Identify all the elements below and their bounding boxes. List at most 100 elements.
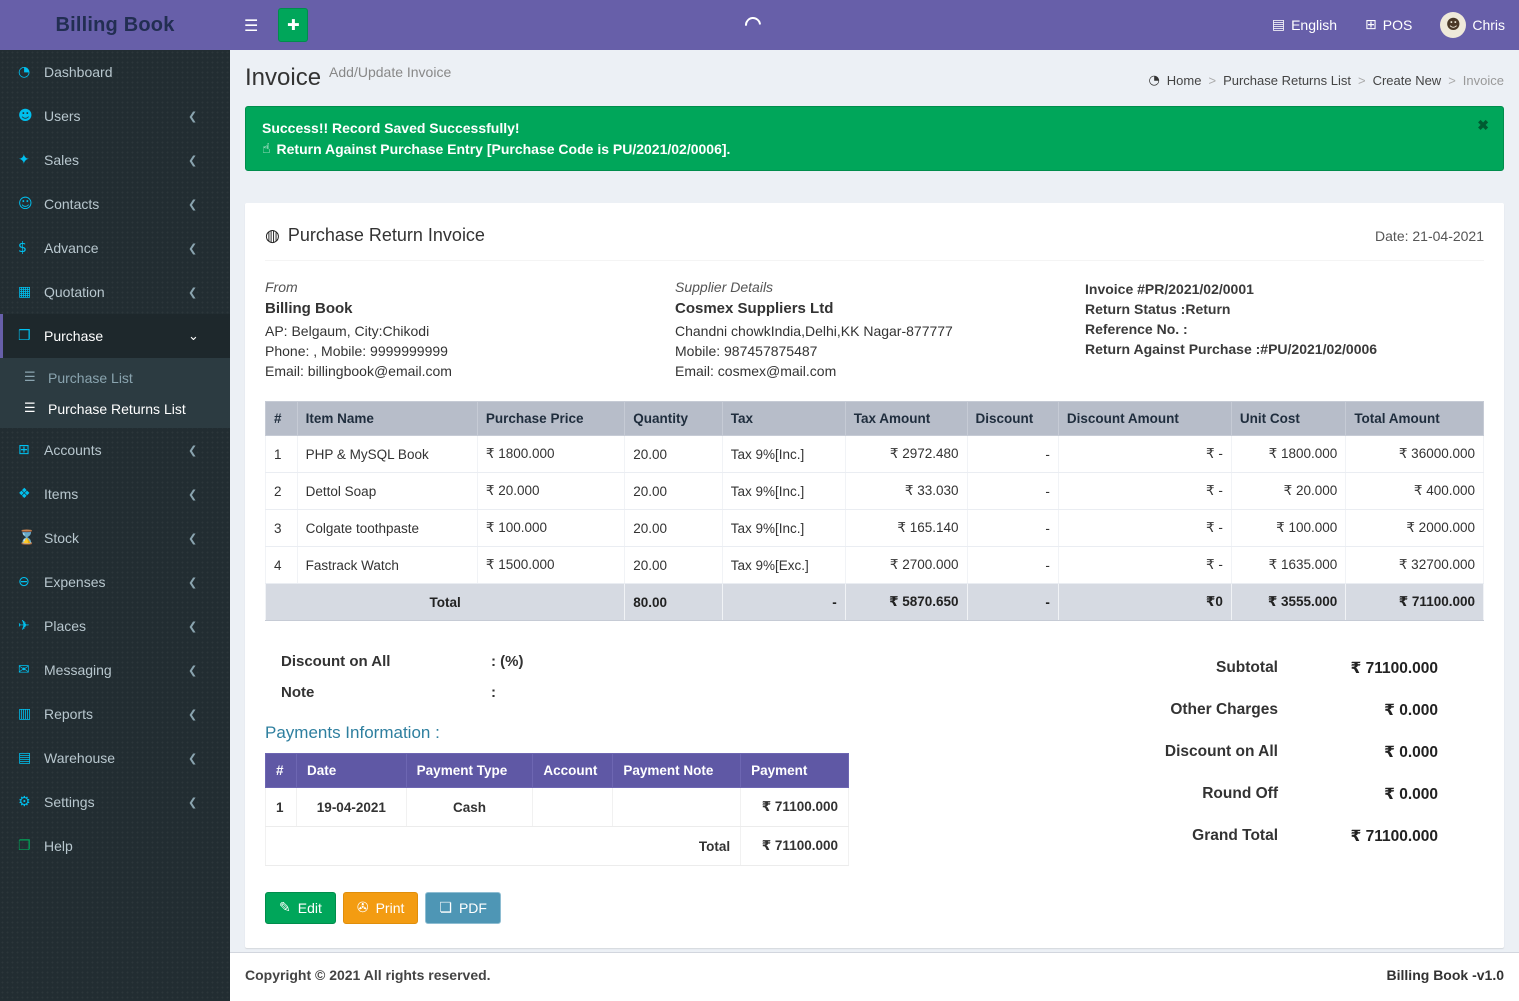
sidebar-item-label: Expenses <box>44 574 188 590</box>
chevron-left-icon: ❮ <box>188 488 214 501</box>
total-label: Total <box>266 584 625 621</box>
language-menu[interactable]: ▤ English <box>1258 0 1351 50</box>
plus-icon: ✚ <box>287 16 300 34</box>
sidebar-item-label: Settings <box>44 794 188 810</box>
pos-button[interactable]: ⊞ POS <box>1351 0 1426 50</box>
summary-other-charges: Other Charges ₹ 0.000 <box>1014 701 1438 720</box>
building-icon: ▤ <box>18 750 44 766</box>
breadcrumb-separator: > <box>1358 73 1366 88</box>
supplier-name: Cosmex Suppliers Ltd <box>675 300 1085 317</box>
pay-cell-account <box>533 788 613 827</box>
total-unit-cost: ₹ 3555.000 <box>1231 584 1345 621</box>
sidebar-item-stock[interactable]: ⌛ Stock ❮ <box>0 516 230 560</box>
printer-icon: ✇ <box>357 900 369 916</box>
chevron-down-icon: ⌄ <box>188 329 214 344</box>
sidebar-item-label: Contacts <box>44 196 188 212</box>
sidebar-item-sales[interactable]: ✦ Sales ❮ <box>0 138 230 182</box>
pay-col-sn: # <box>266 754 297 788</box>
summary-value: ₹ 0.000 <box>1278 785 1438 804</box>
discount-on-all-row: Discount on All : (%) <box>281 653 1014 670</box>
user-name: Chris <box>1472 17 1505 33</box>
payments-header-row: # Date Payment Type Account Payment Note… <box>266 754 849 788</box>
sidebar-item-purchase-list[interactable]: ☰ Purchase List <box>0 362 230 393</box>
chevron-left-icon: ❮ <box>188 576 214 589</box>
cell-tax: Tax 9%[Exc.] <box>722 547 845 584</box>
items-total-row: Total 80.00 - ₹ 5870.650 - ₹0 ₹ 3555.000… <box>266 584 1484 621</box>
col-discount: Discount <box>967 402 1058 436</box>
supplier-address: Chandni chowkIndia,Delhi,KK Nagar-877777 <box>675 321 1085 341</box>
col-tax-amount: Tax Amount <box>845 402 967 436</box>
pdf-button[interactable]: ❏ PDF <box>425 892 501 924</box>
chevron-left-icon: ❮ <box>188 796 214 809</box>
cell-sn: 2 <box>266 473 298 510</box>
cell-tax-amount: ₹ 165.140 <box>845 510 967 547</box>
gear-icon: ⚙ <box>18 794 44 810</box>
supplier-mobile: Mobile: 987457875487 <box>675 341 1085 361</box>
cell-discount-amount: ₹ - <box>1058 510 1231 547</box>
sidebar-item-reports[interactable]: ▥ Reports ❮ <box>0 692 230 736</box>
chevron-left-icon: ❮ <box>188 198 214 211</box>
sidebar-item-contacts[interactable]: ☺ Contacts ❮ <box>0 182 230 226</box>
pay-cell-note <box>613 788 741 827</box>
cell-discount-amount: ₹ - <box>1058 473 1231 510</box>
cell-discount: - <box>967 547 1058 584</box>
users-icon: ☻ <box>18 108 44 124</box>
sidebar-item-settings[interactable]: ⚙ Settings ❮ <box>0 780 230 824</box>
calendar-icon: ▦ <box>18 284 44 300</box>
sidebar-item-dashboard[interactable]: ◔ Dashboard <box>0 50 230 94</box>
invoice-title-text: Purchase Return Invoice <box>288 225 485 246</box>
breadcrumb-separator: > <box>1448 73 1456 88</box>
dollar-icon: $ <box>18 240 44 256</box>
user-menu[interactable]: ☻ Chris <box>1426 0 1519 50</box>
breadcrumb-home[interactable]: Home <box>1167 73 1202 88</box>
payments-total-row: Total ₹ 71100.000 <box>266 827 849 866</box>
edit-button[interactable]: ✎ Edit <box>265 892 336 924</box>
pencil-icon: ✎ <box>279 900 291 916</box>
file-pdf-icon: ❏ <box>439 900 452 916</box>
total-discount: - <box>967 584 1058 621</box>
quick-add-button[interactable]: ✚ <box>278 8 308 42</box>
thumbs-up-icon: ☝ <box>262 141 271 157</box>
col-total-amount: Total Amount <box>1346 402 1484 436</box>
close-icon[interactable]: ✖ <box>1477 117 1489 134</box>
sidebar-toggle-button[interactable]: ☰ <box>230 0 272 50</box>
note-value: : <box>491 684 496 701</box>
breadcrumb-purchase-returns-list[interactable]: Purchase Returns List <box>1223 73 1351 88</box>
cell-discount-amount: ₹ - <box>1058 547 1231 584</box>
cell-unit-cost: ₹ 1800.000 <box>1231 436 1345 473</box>
supplier-email: Email: cosmex@mail.com <box>675 361 1085 381</box>
sidebar-item-users[interactable]: ☻ Users ❮ <box>0 94 230 138</box>
cell-sn: 3 <box>266 510 298 547</box>
sidebar-item-label: Items <box>44 486 188 502</box>
print-button[interactable]: ✇ Print <box>343 892 419 924</box>
print-button-label: Print <box>376 900 405 916</box>
cell-item-name: Colgate toothpaste <box>297 510 477 547</box>
cell-sn: 1 <box>266 436 298 473</box>
sidebar-item-label: Accounts <box>44 442 188 458</box>
sidebar-item-quotation[interactable]: ▦ Quotation ❮ <box>0 270 230 314</box>
grid-icon: ⊞ <box>18 442 44 458</box>
sidebar-item-purchase-returns-list[interactable]: ☰ Purchase Returns List <box>0 393 230 424</box>
cell-price: ₹ 20.000 <box>477 473 624 510</box>
language-book-icon: ▤ <box>1272 17 1285 33</box>
sidebar-item-purchase[interactable]: ❒ Purchase ⌄ <box>0 314 230 358</box>
sidebar-item-advance[interactable]: $ Advance ❮ <box>0 226 230 270</box>
cell-tax: Tax 9%[Inc.] <box>722 436 845 473</box>
sidebar: ◔ Dashboard ☻ Users ❮ ✦ Sales ❮ ☺ Contac… <box>0 50 230 1001</box>
sidebar-item-help[interactable]: ❐ Help <box>0 824 230 868</box>
sidebar-item-warehouse[interactable]: ▤ Warehouse ❮ <box>0 736 230 780</box>
breadcrumb-create-new[interactable]: Create New <box>1373 73 1442 88</box>
pay-cell-amount: ₹ 71100.000 <box>741 788 849 827</box>
contacts-icon: ☺ <box>18 196 44 212</box>
brand-logo[interactable]: Billing Book <box>0 0 230 50</box>
chevron-left-icon: ❮ <box>188 286 214 299</box>
sidebar-item-messaging[interactable]: ✉ Messaging ❮ <box>0 648 230 692</box>
sidebar-item-places[interactable]: ✈ Places ❮ <box>0 604 230 648</box>
sidebar-item-accounts[interactable]: ⊞ Accounts ❮ <box>0 428 230 472</box>
sidebar-item-expenses[interactable]: ⊖ Expenses ❮ <box>0 560 230 604</box>
items-table: # Item Name Purchase Price Quantity Tax … <box>265 401 1484 621</box>
from-address: AP: Belgaum, City:Chikodi <box>265 321 675 341</box>
col-unit-cost: Unit Cost <box>1231 402 1345 436</box>
sidebar-item-label: Advance <box>44 240 188 256</box>
sidebar-item-items[interactable]: ❖ Items ❮ <box>0 472 230 516</box>
